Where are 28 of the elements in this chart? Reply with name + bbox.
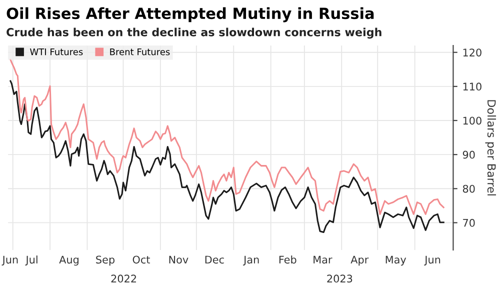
chart-title: Oil Rises After Attempted Mutiny in Russia (6, 7, 374, 22)
text: 2023 (327, 274, 352, 283)
x-tick-label: Nov (169, 256, 188, 264)
x-tick-label: Jul (25, 256, 38, 266)
y-tick-label: 80 (462, 184, 475, 193)
y-tick-label: 90 (462, 150, 475, 159)
line-series (10, 80, 444, 233)
x-tick-label: Sep (96, 256, 114, 266)
x-tick-label: Oct (132, 256, 150, 264)
y-tick-label: 120 (463, 48, 482, 56)
y-axis-title: Dollars per Barrel (485, 100, 496, 196)
x-tick-label: Feb (279, 256, 296, 264)
x-tick-label: Jan (243, 256, 259, 266)
x-tick-label: Apr (350, 256, 369, 266)
x-tick-label: Dec (205, 256, 224, 264)
legend-label: Brent Futures (110, 48, 170, 56)
x-tick-label: Mar (314, 256, 332, 264)
y-tick-label: 100 (463, 116, 482, 125)
y-tick-label: 70 (463, 218, 475, 227)
x-tick-label: May (386, 256, 406, 266)
y-tick-label: 110 (463, 82, 482, 91)
x-tick-label: Jun (424, 256, 440, 266)
legend-label: WTI Futures (30, 48, 83, 56)
line-series (10, 58, 444, 215)
x-tick-label: Aug (59, 256, 78, 266)
text: 2022 (111, 274, 136, 283)
chart-subtitle: Crude has been on the decline as slowdown concerns weigh (6, 28, 382, 39)
x-tick-label: Jun (2, 256, 18, 266)
